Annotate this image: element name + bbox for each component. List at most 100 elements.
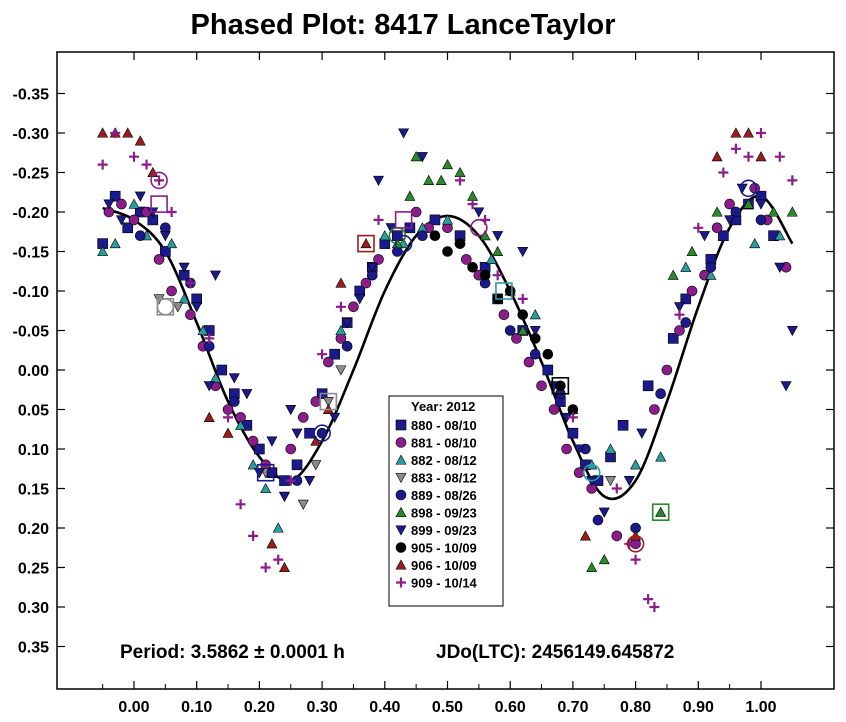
data-point (172, 302, 184, 313)
data-point (517, 293, 528, 304)
data-point (774, 262, 786, 273)
data-point (655, 451, 667, 462)
data-point (649, 404, 660, 415)
x-tick-label: 0.40 (369, 699, 400, 716)
data-point (598, 553, 610, 565)
y-tick-label: -0.10 (13, 284, 50, 301)
data-point (404, 190, 416, 201)
data-point (360, 237, 372, 249)
data-point (492, 245, 504, 257)
data-point (667, 333, 679, 344)
data-point (247, 435, 259, 447)
data-point (561, 443, 572, 455)
data-point (285, 443, 297, 455)
data-point (348, 301, 359, 313)
data-point (680, 293, 692, 305)
axis-ticks: 0.00 0.10 0.20 0.30 0.40 0.50 0.60 0.70 0.80 0.90… (13, 52, 834, 716)
x-tick-label: 0.50 (432, 699, 463, 716)
data-point (410, 151, 422, 162)
highlight-marker (651, 503, 670, 522)
data-point (109, 190, 121, 202)
highlight-marker (357, 234, 375, 253)
jdo-annotation: JDo(LTC): 2456149.645872 (436, 642, 674, 663)
x-tick-label: 0.90 (683, 699, 714, 716)
data-point (536, 380, 547, 392)
data-point (429, 230, 441, 241)
data-point (786, 206, 798, 217)
period-annotation: Period: 3.5862 ± 0.0001 h (120, 642, 345, 663)
data-point (223, 412, 234, 423)
data-point (235, 419, 247, 430)
data-point (511, 333, 522, 344)
data-point (441, 214, 454, 225)
data-point (316, 427, 328, 439)
data-point (354, 294, 366, 305)
legend-marker (395, 489, 407, 501)
data-point (786, 325, 798, 337)
data-point (97, 159, 108, 170)
data-point (291, 428, 303, 439)
y-tick-label: 0.00 (18, 363, 49, 380)
data-point (310, 396, 322, 407)
data-point (749, 183, 761, 194)
x-tick-label: 0.10 (181, 699, 212, 716)
data-point (598, 507, 610, 518)
data-point (529, 348, 541, 360)
x-tick-label: 0.70 (557, 699, 588, 716)
x-tick-label: 0.20 (244, 699, 275, 716)
data-point (360, 277, 372, 289)
data-point (129, 151, 139, 162)
data-point (523, 356, 535, 368)
highlight-marker (470, 219, 488, 237)
data-point (649, 602, 660, 612)
data-point (498, 309, 510, 321)
legend-label: 906 - 10/09 (411, 558, 477, 573)
data-point (705, 261, 717, 273)
data-point (749, 237, 761, 249)
data-point (228, 373, 240, 384)
data-point (673, 302, 685, 313)
data-point (504, 325, 516, 336)
data-point (166, 237, 178, 249)
data-point (191, 302, 203, 313)
data-point (417, 230, 428, 241)
data-point (272, 522, 284, 533)
highlight-marker (256, 463, 275, 482)
data-point (266, 538, 278, 549)
data-point (504, 285, 516, 297)
data-point (742, 127, 754, 138)
data-point (529, 333, 541, 344)
data-point (373, 175, 385, 187)
data-point (97, 127, 109, 138)
data-point (774, 151, 785, 162)
data-point (310, 460, 322, 471)
data-point (335, 365, 347, 376)
highlight-marker (150, 171, 168, 190)
data-point (317, 349, 328, 360)
data-point (166, 207, 177, 217)
data-point (680, 261, 692, 272)
legend-label: 880 - 08/10 (411, 418, 477, 433)
data-point (699, 231, 711, 242)
highlight-marker (551, 376, 570, 395)
data-point (479, 269, 491, 281)
data-point (686, 285, 698, 297)
legend-label: 909 - 10/14 (411, 576, 478, 591)
data-point (185, 309, 196, 321)
data-point (743, 151, 754, 162)
y-tick-label: 0.10 (18, 442, 49, 459)
data-point (429, 214, 441, 226)
data-point (128, 214, 140, 226)
data-point (154, 175, 165, 186)
data-point (160, 246, 171, 257)
legend-label: 881 - 08/10 (411, 436, 477, 451)
data-point (115, 215, 127, 226)
data-point (210, 372, 222, 383)
data-point (122, 222, 134, 234)
data-point (623, 476, 635, 487)
data-point (774, 230, 786, 241)
data-point (247, 459, 259, 470)
data-point (323, 356, 334, 368)
data-point (159, 231, 171, 242)
